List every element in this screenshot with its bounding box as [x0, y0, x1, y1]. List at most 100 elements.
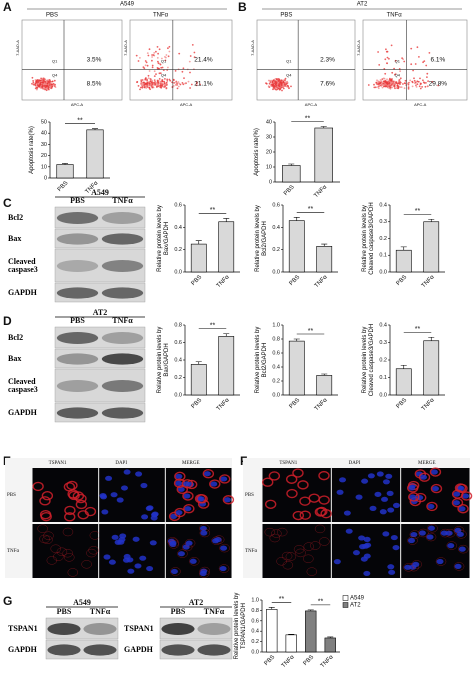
flow-event [172, 78, 175, 81]
tspan1-signal [292, 510, 305, 521]
condition-label: PBS [245, 493, 254, 498]
flow-event [152, 86, 155, 89]
flow-event [272, 86, 275, 89]
error-bar [293, 216, 300, 221]
percent-upper: 21.4% [194, 56, 213, 63]
flow-event [403, 60, 406, 63]
y-axis-label: Relative protein levels by Bax/GAPDH [157, 205, 170, 272]
flow-event [188, 60, 191, 63]
flow-event [281, 85, 283, 88]
y-tick-label: 0.6 [251, 618, 259, 624]
nucleus [410, 531, 418, 538]
nucleus [203, 471, 211, 477]
tspan1-signal [88, 545, 99, 555]
blot-row-label: Bcl2 [8, 332, 24, 342]
nucleus [430, 469, 438, 475]
flow-event [398, 79, 401, 81]
flow-event [151, 64, 154, 67]
bar [218, 336, 235, 396]
y-tick-label: 0.2 [251, 639, 259, 645]
nucleus [367, 473, 375, 479]
flow-event [37, 80, 40, 83]
tspan1-signal [199, 528, 211, 538]
flow-event [282, 87, 285, 90]
nucleus [175, 480, 183, 486]
nucleus [210, 481, 218, 487]
flow-event [179, 83, 182, 86]
tspan1-signal [188, 557, 200, 566]
flow-event [374, 86, 377, 89]
nucleus [364, 542, 372, 548]
flow-event [411, 85, 414, 88]
blot-band [101, 380, 144, 392]
flow-event [158, 78, 161, 80]
blot-condition: TNFα [112, 316, 133, 325]
tspan1-signal [219, 543, 230, 553]
panel-letter: C [3, 196, 12, 210]
flow-event [158, 67, 161, 70]
tspan1-signal [81, 560, 92, 569]
channel-label: DAPI [115, 461, 127, 466]
error-bar [288, 634, 295, 635]
flow-event [157, 52, 160, 55]
tspan1-signal [32, 481, 44, 492]
blot-row-label: TSPAN1 [8, 623, 38, 633]
flow-event [184, 82, 186, 85]
flow-event [383, 77, 386, 80]
flow-event [168, 45, 171, 48]
nucleus [175, 509, 183, 516]
blot-title: A549 [73, 598, 91, 607]
significance-label: ** [308, 206, 314, 213]
nucleus [445, 530, 453, 536]
nucleus [376, 471, 384, 477]
nucleus [343, 510, 351, 516]
flow-event [387, 86, 390, 89]
nucleus [408, 537, 416, 544]
nucleus [363, 536, 371, 542]
flow-event [151, 86, 154, 89]
flow-event [269, 79, 271, 82]
flow-event [41, 81, 44, 84]
bar [305, 610, 317, 653]
gate-label: Q4 [161, 73, 167, 78]
flow-plot [21, 19, 123, 101]
blot-band [161, 644, 195, 656]
flow-event [386, 50, 389, 53]
tspan1-signal [218, 564, 230, 573]
flow-event [160, 66, 163, 69]
flow-event [415, 86, 418, 88]
tspan1-signal [292, 468, 304, 478]
flow-event [45, 83, 48, 86]
nucleus [382, 479, 390, 485]
nucleus [126, 557, 134, 563]
bar [423, 221, 440, 273]
y-tick-label: 0.8 [174, 322, 182, 328]
y-tick-label: 0.3 [379, 340, 387, 346]
flow-event [391, 84, 394, 86]
percent-upper: 2.3% [320, 56, 335, 63]
tspan1-signal [425, 532, 437, 542]
nucleus [134, 563, 142, 569]
tspan1-signal [182, 491, 194, 501]
bar [86, 129, 104, 179]
blot-band [197, 623, 231, 635]
blot-row-label-box: TSPAN1 [124, 624, 154, 632]
flow-x-label: APC-A [71, 102, 84, 107]
x-tick-label: PBS [57, 180, 70, 193]
y-tick-label: 0.4 [174, 225, 182, 231]
nucleus [382, 531, 390, 537]
blot-row-label-box: Bax [8, 234, 21, 242]
x-tick-label: TNFα [421, 397, 436, 412]
condition-label: TNFα [7, 549, 19, 554]
blot-band [101, 287, 144, 299]
flow-event [44, 88, 46, 91]
nucleus [149, 540, 157, 546]
x-tick-label: PBS [191, 397, 204, 410]
gate-label: Q1 [395, 59, 401, 64]
tspan1-signal [276, 527, 288, 537]
nucleus [452, 500, 460, 506]
y-tick-label: 0.4 [272, 364, 280, 370]
flow-event [428, 52, 431, 54]
flow-title: A549 [120, 2, 135, 8]
y-tick-label: 0.2 [379, 357, 387, 363]
